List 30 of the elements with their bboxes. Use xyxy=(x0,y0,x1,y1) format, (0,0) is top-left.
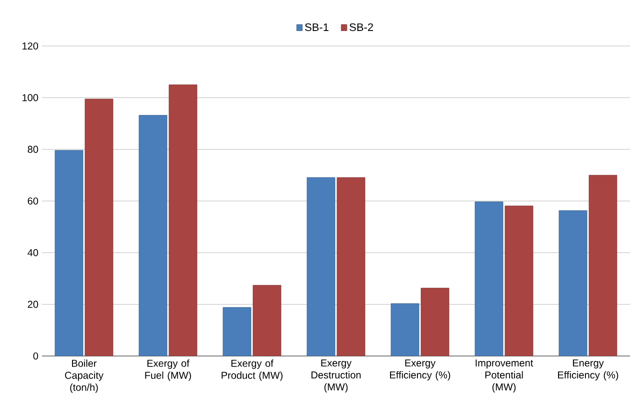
x-tick-label: Exergy of Fuel (MW) xyxy=(145,360,191,381)
y-tick-label: 100 xyxy=(22,94,38,102)
y-tick-label: 120 xyxy=(22,42,38,50)
legend-label: SB-2 xyxy=(350,23,373,32)
bar xyxy=(168,84,198,356)
y-tick-label: 20 xyxy=(28,300,38,308)
x-tick-label: Boiler Capacity (ton/h) xyxy=(65,360,104,393)
x-tick-label: Improvement Potential (MW) xyxy=(476,360,534,392)
bar xyxy=(474,202,504,356)
bar xyxy=(504,206,534,356)
x-tick-label: Energy Efficiency (%) xyxy=(558,360,618,380)
bar xyxy=(252,285,282,356)
bar xyxy=(390,303,420,356)
x-tick-label: Exergy Efficiency (%) xyxy=(390,360,450,380)
x-tick-label: Exergy Destruction (MW) xyxy=(312,360,361,392)
y-tick-label: 80 xyxy=(28,146,38,153)
bar xyxy=(54,150,84,356)
bar xyxy=(558,210,588,356)
bar xyxy=(306,177,336,356)
y-tick-label: 40 xyxy=(28,249,38,256)
bar xyxy=(84,98,114,356)
y-tick-label: 0 xyxy=(33,352,38,360)
bar xyxy=(420,288,450,356)
bar xyxy=(138,115,168,356)
legend-label: SB-1 xyxy=(305,23,328,32)
bar xyxy=(222,307,252,356)
y-tick-label: 60 xyxy=(28,197,38,205)
bar xyxy=(336,177,366,356)
x-tick-label: Exergy of Product (MW) xyxy=(222,360,282,381)
bar xyxy=(588,174,618,356)
